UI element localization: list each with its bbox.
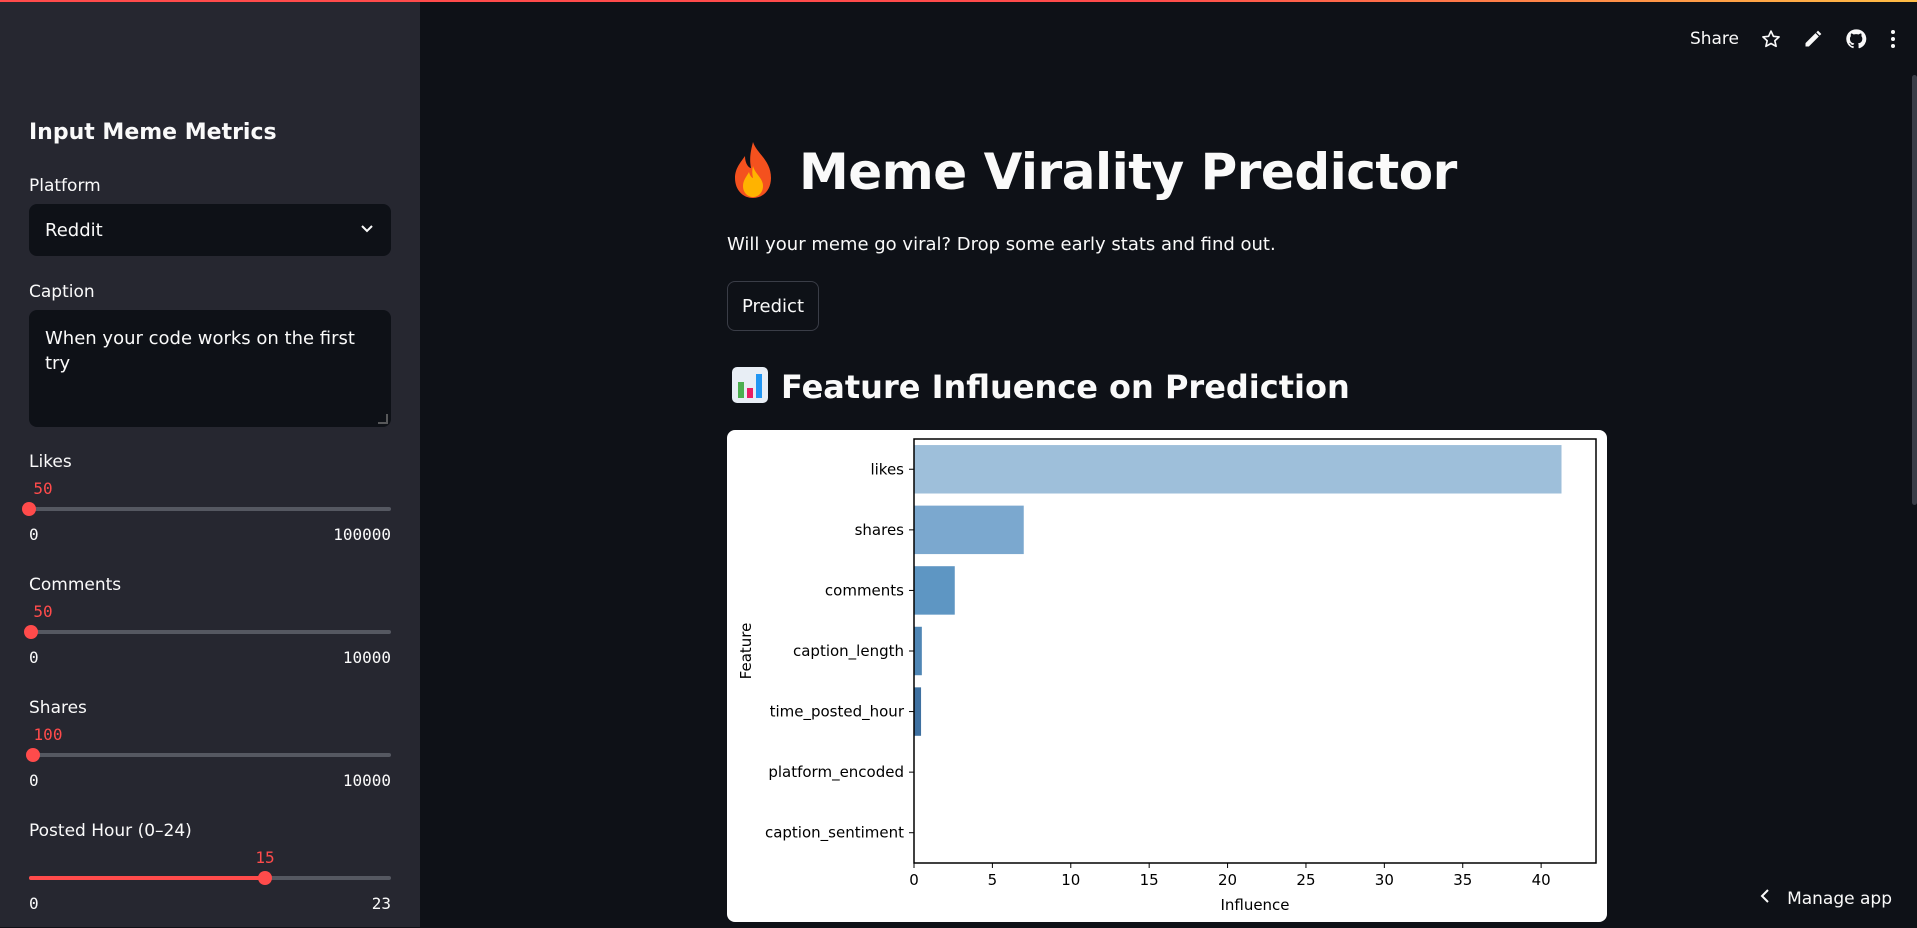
chevron-left-icon [1759, 888, 1771, 909]
sidebar: Input Meme Metrics Platform Reddit Capti… [0, 2, 420, 927]
likes-slider-value: 50 [33, 479, 52, 498]
posted-hour-slider-max: 23 [372, 894, 391, 913]
platform-select-value: Reddit [45, 220, 103, 241]
resize-handle-icon[interactable] [378, 414, 388, 424]
chart-x-tick-label: 30 [1375, 871, 1394, 889]
slider-thumb[interactable] [24, 625, 38, 639]
likes-slider-min: 0 [29, 525, 39, 544]
chart-y-tick-label: platform_encoded [768, 763, 904, 782]
posted-hour-slider-min: 0 [29, 894, 39, 913]
likes-slider-max: 100000 [333, 525, 391, 544]
predict-button[interactable]: Predict [727, 281, 819, 331]
chart-y-tick-label: time_posted_hour [770, 703, 905, 722]
chart-x-tick-label: 20 [1218, 871, 1237, 889]
chart-y-tick-label: caption_sentiment [765, 824, 904, 843]
manage-app-label: Manage app [1787, 889, 1892, 909]
more-vertical-icon[interactable] [1889, 29, 1897, 49]
chart-y-tick-label: caption_length [793, 642, 904, 661]
slider-track [29, 630, 391, 634]
comments-slider-value: 50 [33, 602, 52, 621]
comments-slider-max: 10000 [343, 648, 391, 667]
chart-x-tick-label: 40 [1532, 871, 1551, 889]
shares-label: Shares [29, 698, 87, 718]
chart-x-tick-label: 15 [1140, 871, 1159, 889]
shares-slider-max: 10000 [343, 771, 391, 790]
star-icon[interactable] [1761, 29, 1781, 49]
chart-y-axis-label: Feature [737, 623, 755, 680]
chart-bar-time-posted-hour [914, 687, 921, 735]
github-icon[interactable] [1845, 28, 1867, 50]
platform-label: Platform [29, 176, 101, 196]
chart-x-tick-label: 25 [1296, 871, 1315, 889]
page-title-text: Meme Virality Predictor [799, 143, 1457, 201]
edit-icon[interactable] [1803, 29, 1823, 49]
chart-bar-caption-length [914, 627, 922, 675]
shares-slider-value: 100 [34, 725, 63, 744]
posted-hour-label: Posted Hour (0–24) [29, 821, 192, 841]
sidebar-title: Input Meme Metrics [29, 120, 277, 145]
section-title: Feature Influence on Prediction [731, 366, 1350, 408]
comments-slider-min: 0 [29, 648, 39, 667]
chart-axes-frame [914, 439, 1596, 863]
caption-textarea[interactable]: When your code works on the first try [29, 310, 391, 427]
chevron-down-icon [359, 220, 375, 241]
slider-track [29, 753, 391, 757]
chart-x-tick-label: 10 [1061, 871, 1080, 889]
chart-y-tick-label: shares [855, 521, 905, 539]
scrollbar[interactable] [1912, 75, 1917, 505]
page-title: Meme Virality Predictor [727, 140, 1457, 204]
chart-bar-likes [914, 445, 1562, 493]
likes-label: Likes [29, 452, 72, 472]
section-title-text: Feature Influence on Prediction [781, 368, 1350, 406]
platform-select[interactable]: Reddit [29, 204, 391, 256]
chart-x-tick-label: 5 [988, 871, 998, 889]
shares-slider-min: 0 [29, 771, 39, 790]
chart-y-tick-label: comments [825, 581, 904, 599]
posted-hour-slider[interactable]: 15 0 23 [29, 848, 391, 928]
likes-slider[interactable]: 50 0 100000 [29, 479, 391, 559]
slider-thumb[interactable] [22, 502, 36, 516]
caption-label: Caption [29, 282, 95, 302]
chart-x-tick-label: 0 [909, 871, 919, 889]
page-subtitle: Will your meme go viral? Drop some early… [727, 234, 1276, 255]
share-button[interactable]: Share [1690, 29, 1739, 49]
comments-slider[interactable]: 50 0 10000 [29, 602, 391, 682]
manage-app-button[interactable]: Manage app [1759, 888, 1892, 909]
bar-chart-icon [731, 366, 769, 408]
chart-bar-comments [914, 566, 955, 614]
caption-text: When your code works on the first try [45, 328, 355, 374]
chart-x-tick-label: 35 [1453, 871, 1472, 889]
app-header: Share [1690, 28, 1897, 50]
shares-slider[interactable]: 100 0 10000 [29, 725, 391, 805]
slider-thumb[interactable] [258, 871, 272, 885]
chart-y-tick-label: likes [870, 460, 904, 478]
comments-label: Comments [29, 575, 121, 595]
posted-hour-slider-value: 15 [255, 848, 274, 867]
slider-track [29, 507, 391, 511]
slider-fill [29, 876, 265, 880]
fire-icon [727, 140, 779, 204]
slider-thumb[interactable] [26, 748, 40, 762]
chart-svg: likes shares comments caption_length time_po… [727, 430, 1607, 922]
chart-x-axis-label: Influence [1220, 896, 1289, 914]
feature-influence-chart: likes shares comments caption_length time_po… [727, 430, 1607, 922]
chart-bar-shares [914, 506, 1024, 554]
